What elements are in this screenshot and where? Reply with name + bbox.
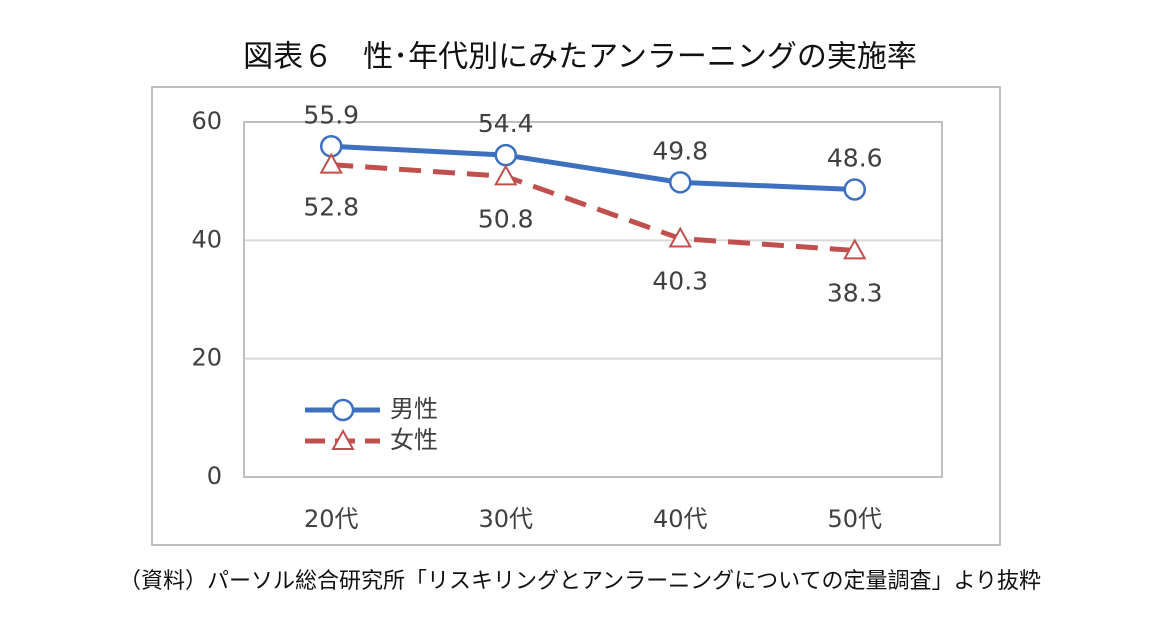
data-label: 50.8 — [478, 204, 534, 233]
data-label: 49.8 — [652, 136, 708, 165]
data-label: 38.3 — [827, 278, 883, 307]
x-tick-label: 40代 — [653, 505, 708, 533]
point-marker — [494, 143, 517, 167]
y-tick-label: 0 — [207, 462, 222, 490]
data-label: 55.9 — [303, 100, 359, 129]
chart-title: 図表６ 性･年代別にみたアンラーニングの実施率 — [243, 40, 917, 75]
point-marker — [494, 164, 518, 186]
point-marker — [319, 152, 343, 174]
data-label: 54.4 — [478, 109, 534, 138]
y-tick-label: 60 — [191, 107, 222, 135]
y-tick-label: 20 — [191, 344, 222, 372]
point-marker — [843, 238, 867, 260]
data-label: 40.3 — [652, 267, 708, 296]
point-marker — [331, 398, 355, 422]
data-label: 52.8 — [303, 193, 359, 222]
point-marker — [331, 428, 355, 450]
plot-border — [243, 121, 943, 478]
source-note: （資料）パーソル総合研究所「リスキリングとアンラーニングについての定量調査」より… — [119, 569, 1041, 594]
x-tick-label: 30代 — [478, 505, 533, 533]
point-marker — [843, 178, 866, 201]
point-marker — [668, 226, 692, 248]
series-line — [331, 143, 855, 192]
data-label: 48.6 — [827, 143, 883, 172]
legend-label: 男性 — [390, 395, 438, 423]
series-line — [331, 162, 855, 253]
point-marker — [669, 171, 692, 194]
x-tick-label: 50代 — [827, 505, 882, 533]
x-tick-label: 20代 — [304, 505, 359, 533]
y-tick-label: 40 — [191, 225, 222, 253]
chart-border — [151, 86, 1001, 546]
legend-label: 女性 — [390, 426, 438, 454]
